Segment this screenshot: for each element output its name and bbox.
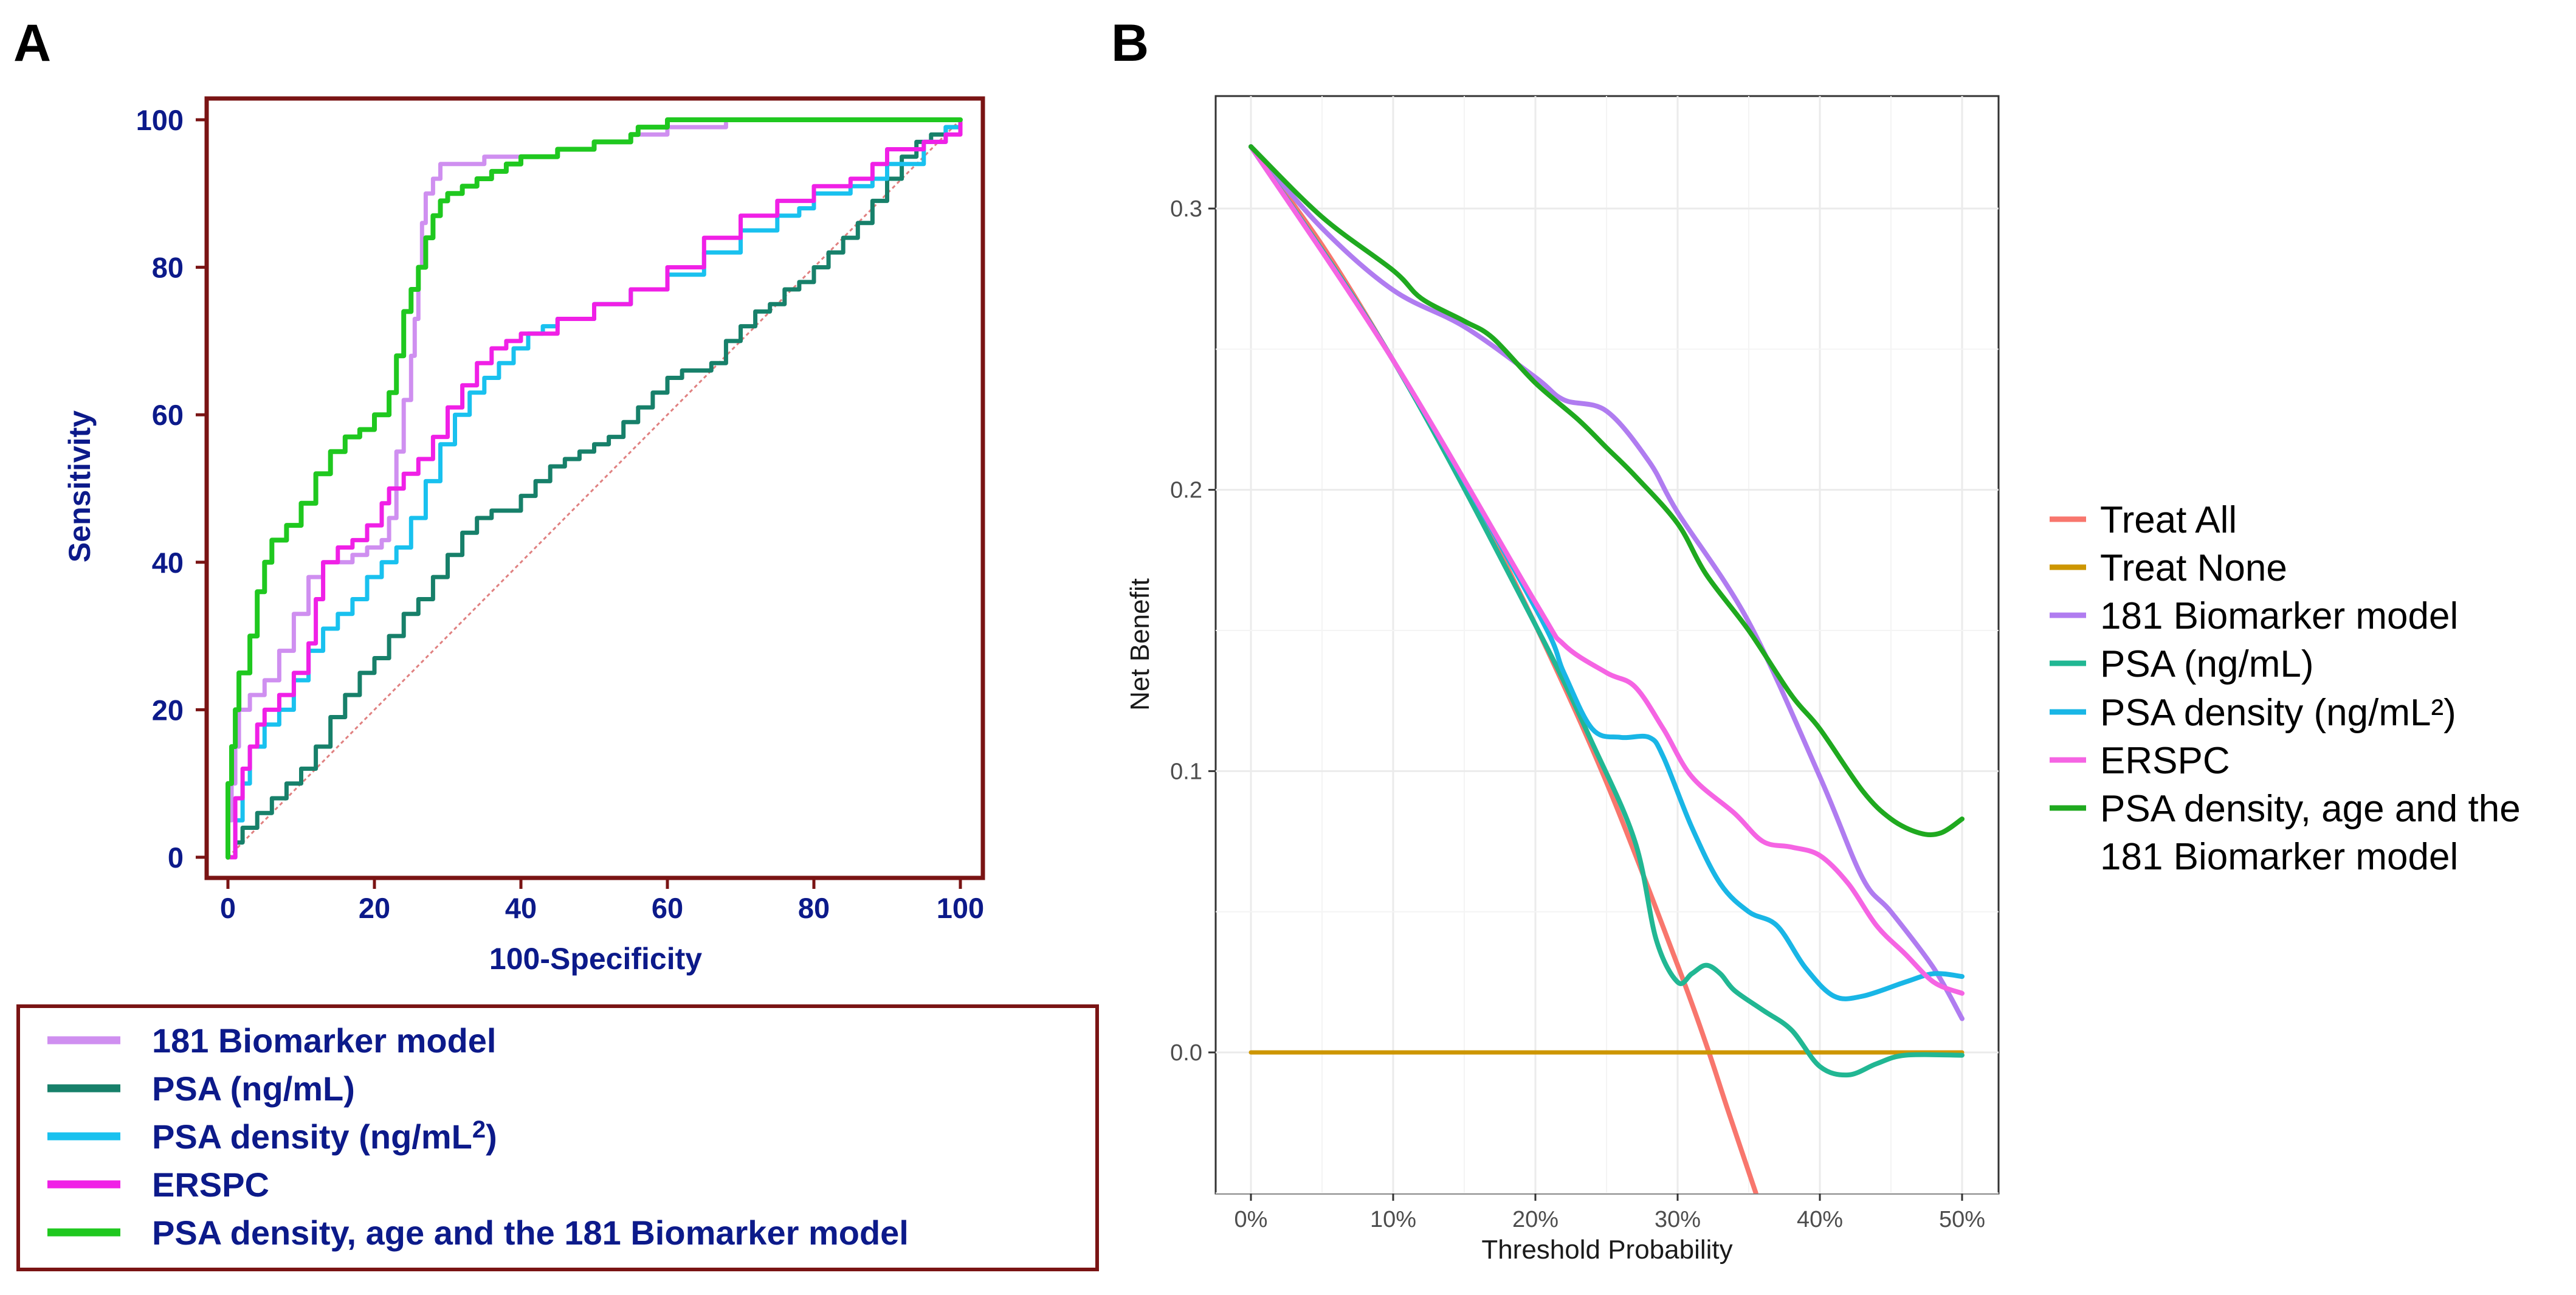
dca-legend-label: 181 Biomarker model	[2100, 836, 2458, 878]
roc-y-tick-label: 0	[168, 841, 184, 874]
roc-series-group	[226, 117, 963, 860]
roc-x-ticks: 0 20 40 60 80 100	[220, 878, 984, 924]
roc-y-ticks: 0 20 40 60 80 100	[136, 104, 207, 874]
dca-series-psa-density-age-and-the-181-biomarker-model	[1248, 144, 1965, 838]
panel-letter-b: B	[1111, 14, 1149, 72]
roc-y-axis-title: Sensitivity	[63, 410, 97, 562]
roc-series-psa-density-ng-ml2	[226, 117, 963, 860]
roc-plot-frame	[204, 96, 985, 880]
dca-series-181-biomarker-model	[1248, 144, 1965, 1021]
roc-series-181-biomarker-model	[226, 121, 728, 860]
roc-x-tick-label: 0	[220, 892, 236, 924]
roc-y-tick-label: 100	[136, 104, 184, 136]
roc-y-tick-label: 80	[152, 252, 184, 284]
dca-legend-label: 181 Biomarker model	[2100, 595, 2458, 637]
roc-x-tick-label: 60	[652, 892, 683, 924]
dca-x-tick-label: 50%	[1939, 1207, 1985, 1232]
roc-legend-label: ERSPC	[152, 1166, 269, 1204]
dca-y-tick-label: 0.1	[1170, 759, 1202, 784]
dca-y-axis-title: Net Benefit	[1125, 578, 1155, 711]
dca-legend-label: ERSPC	[2100, 740, 2230, 782]
roc-reference-line	[227, 119, 962, 858]
roc-legend: 181 Biomarker model PSA (ng/mL) PSA densit…	[16, 1004, 1099, 1271]
dca-legend-label: Treat None	[2100, 547, 2287, 589]
dca-chart: 0% 10% 20% 30% 40% 50% 0.0 0.1 0.2 0.3 Threshold…	[1125, 95, 2000, 1265]
roc-x-tick-label: 100	[937, 892, 984, 924]
dca-x-tick-label: 40%	[1797, 1207, 1843, 1232]
roc-y-tick-label: 40	[152, 547, 184, 579]
roc-x-tick-label: 40	[505, 892, 537, 924]
roc-legend-frame	[16, 1004, 1099, 1271]
dca-legend-label: PSA density (ng/mL²)	[2100, 692, 2456, 734]
panel-letter-a: A	[13, 14, 51, 72]
dca-series-psa-ng-ml	[1248, 144, 1965, 1078]
dca-x-tick-label: 20%	[1512, 1207, 1558, 1232]
dca-legend-label: Treat All	[2100, 499, 2237, 541]
dca-series-group	[1248, 144, 1965, 1193]
dca-x-axis-title: Threshold Probability	[1481, 1235, 1732, 1265]
roc-chance-line	[227, 119, 962, 858]
roc-legend-label: PSA (ng/mL)	[152, 1069, 355, 1108]
dca-y-tick-label: 0.0	[1170, 1040, 1202, 1066]
roc-x-axis-title: 100-Specificity	[489, 942, 702, 976]
roc-chart: 0 20 40 60 80 100 0 20 40 60 80 100 100-Specificit…	[63, 96, 985, 976]
dca-x-tick-label: 10%	[1370, 1207, 1416, 1232]
dca-x-tick-label: 30%	[1655, 1207, 1701, 1232]
roc-series-erspc	[226, 117, 963, 860]
roc-y-tick-label: 60	[152, 399, 184, 431]
roc-legend-label: PSA density, age and the 181 Biomarker m…	[152, 1214, 909, 1252]
roc-x-tick-label: 80	[798, 892, 830, 924]
roc-x-tick-label: 20	[359, 892, 390, 924]
dca-legend-label: PSA density, age and the	[2100, 788, 2521, 830]
dca-y-ticks: 0.0 0.1 0.2 0.3	[1170, 196, 1216, 1066]
dca-y-tick-label: 0.2	[1170, 478, 1202, 503]
roc-series-psa-density-age-and-the-181-biomarker-model	[226, 117, 963, 860]
roc-series-psa-ng-ml	[226, 117, 963, 860]
dca-x-tick-label: 0%	[1235, 1207, 1268, 1232]
roc-y-tick-label: 20	[152, 694, 184, 726]
dca-y-tick-label: 0.3	[1170, 196, 1202, 222]
roc-legend-label: 181 Biomarker model	[152, 1021, 496, 1060]
dca-x-ticks: 0% 10% 20% 30% 40% 50%	[1235, 1193, 1985, 1232]
dca-legend-label: PSA (ng/mL)	[2100, 643, 2313, 685]
dca-series-erspc	[1248, 144, 1965, 996]
roc-legend-label: PSA density (ng/mL2)	[152, 1116, 497, 1156]
dca-legend: Treat All Treat None 181 Biomarker model PS…	[2050, 499, 2521, 878]
